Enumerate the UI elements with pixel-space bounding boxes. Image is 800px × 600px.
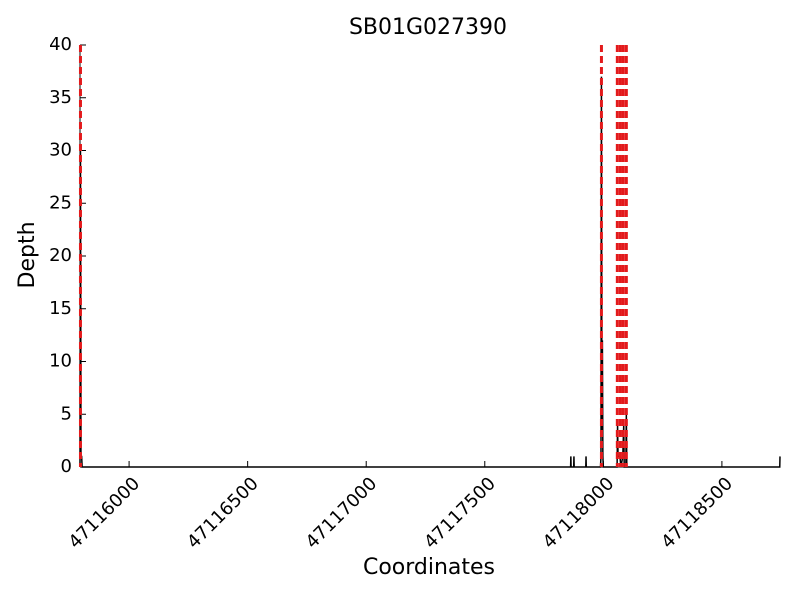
- x-tick-label: 47117500: [420, 473, 500, 553]
- y-tick-label: 20: [49, 245, 72, 266]
- y-tick-label: 0: [61, 456, 72, 477]
- y-tick-label: 5: [61, 403, 72, 424]
- y-tick-label: 30: [49, 140, 72, 161]
- y-tick-label: 40: [49, 34, 72, 55]
- y-tick-label: 35: [49, 87, 72, 108]
- y-tick-label: 15: [49, 298, 72, 319]
- x-axis-label: Coordinates: [363, 555, 495, 580]
- y-axis-label: Depth: [15, 221, 40, 288]
- y-tick-label: 25: [49, 192, 72, 213]
- x-tick-label: 47118000: [539, 473, 619, 553]
- depth-line: [79, 76, 781, 468]
- y-tick-label: 10: [49, 351, 72, 372]
- x-tick-label: 47117000: [302, 473, 382, 553]
- x-tick-label: 47116500: [183, 473, 263, 553]
- chart-title: SB01G027390: [349, 15, 507, 40]
- x-tick-label: 47118500: [657, 473, 737, 553]
- x-tick-label: 47116000: [65, 473, 145, 553]
